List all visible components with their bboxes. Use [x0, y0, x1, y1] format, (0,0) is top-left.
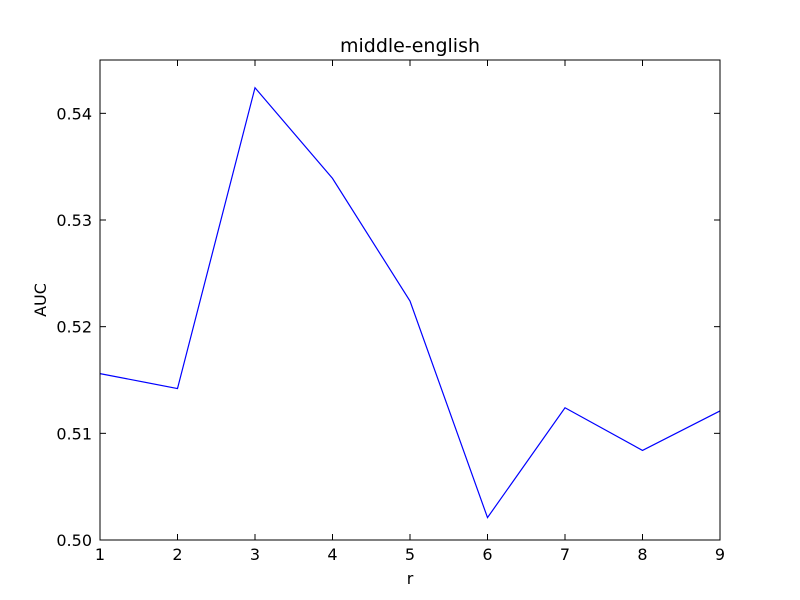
y-tick-label: 0.52 [56, 318, 92, 337]
series-layer [99, 86, 721, 519]
x-tick-label: 9 [715, 545, 725, 564]
x-tick-label: 7 [560, 545, 570, 564]
y-tick-label: 0.51 [56, 424, 92, 443]
x-tick-label: 8 [637, 545, 647, 564]
x-tick-label: 5 [405, 545, 415, 564]
x-tick-label: 3 [250, 545, 260, 564]
y-tick-label: 0.54 [56, 104, 92, 123]
y-axis-label: AUC [31, 283, 50, 317]
x-tick-label: 1 [95, 545, 105, 564]
x-tick-label: 4 [327, 545, 337, 564]
x-tick-label: 2 [172, 545, 182, 564]
axis-ticks: 1 2 3 4 5 6 7 8 9 0.50 0.51 0.52 0.53 0.54 [56, 60, 725, 564]
y-tick-label: 0.53 [56, 211, 92, 230]
plot-frame [99, 59, 721, 541]
x-tick-label: 6 [482, 545, 492, 564]
y-tick-label: 0.50 [56, 531, 92, 550]
x-axis-label: r [407, 569, 414, 588]
series-line [99, 86, 721, 519]
chart-title: middle-english [340, 35, 480, 57]
